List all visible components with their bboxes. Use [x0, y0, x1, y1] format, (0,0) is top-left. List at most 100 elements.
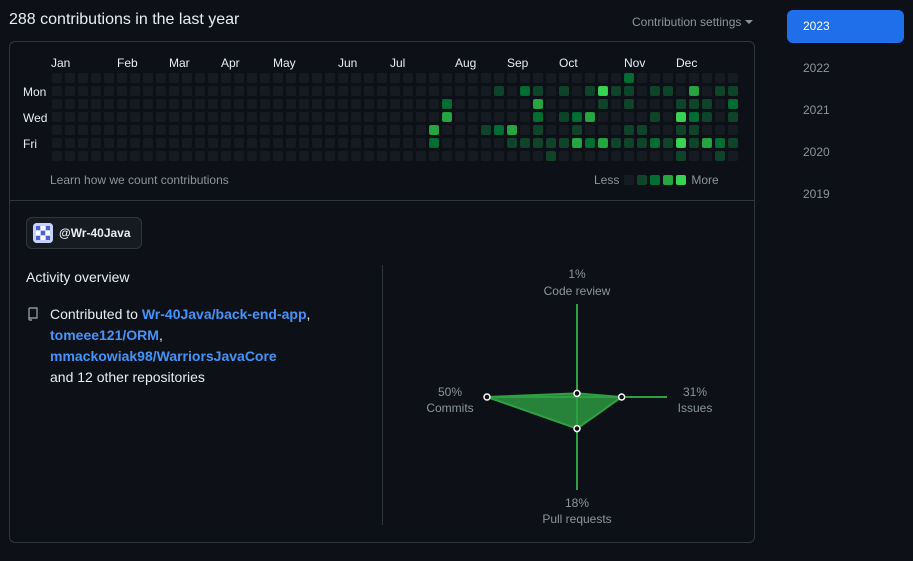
- contribution-day[interactable]: [533, 86, 543, 96]
- contribution-day[interactable]: [598, 151, 608, 161]
- contribution-day[interactable]: [65, 151, 75, 161]
- contribution-day[interactable]: [221, 99, 231, 109]
- contribution-day[interactable]: [195, 125, 205, 135]
- contribution-day[interactable]: [546, 125, 556, 135]
- contribution-day[interactable]: [143, 151, 153, 161]
- contribution-day[interactable]: [390, 86, 400, 96]
- contribution-day[interactable]: [624, 151, 634, 161]
- contribution-day[interactable]: [117, 125, 127, 135]
- contribution-day[interactable]: [377, 112, 387, 122]
- contribution-day[interactable]: [637, 125, 647, 135]
- contribution-day[interactable]: [182, 73, 192, 83]
- contribution-day[interactable]: [442, 86, 452, 96]
- contribution-day[interactable]: [377, 73, 387, 83]
- contribution-day[interactable]: [442, 99, 452, 109]
- contribution-day[interactable]: [260, 99, 270, 109]
- contribution-day[interactable]: [78, 99, 88, 109]
- contribution-day[interactable]: [416, 151, 426, 161]
- contribution-day[interactable]: [273, 125, 283, 135]
- contribution-day[interactable]: [624, 73, 634, 83]
- contribution-day[interactable]: [182, 86, 192, 96]
- contribution-day[interactable]: [234, 86, 244, 96]
- repo-link-orm[interactable]: tomeee121/ORM: [50, 327, 159, 343]
- contribution-day[interactable]: [663, 125, 673, 135]
- contribution-day[interactable]: [130, 112, 140, 122]
- contribution-day[interactable]: [117, 99, 127, 109]
- contribution-day[interactable]: [650, 86, 660, 96]
- year-link-2019[interactable]: 2019: [803, 187, 830, 201]
- contribution-day[interactable]: [689, 125, 699, 135]
- contribution-day[interactable]: [689, 73, 699, 83]
- contribution-day[interactable]: [442, 73, 452, 83]
- contribution-day[interactable]: [52, 73, 62, 83]
- contribution-day[interactable]: [377, 125, 387, 135]
- contribution-day[interactable]: [494, 99, 504, 109]
- contribution-day[interactable]: [507, 112, 517, 122]
- contribution-day[interactable]: [676, 86, 686, 96]
- contribution-day[interactable]: [559, 86, 569, 96]
- contribution-day[interactable]: [208, 112, 218, 122]
- contribution-day[interactable]: [91, 151, 101, 161]
- contribution-day[interactable]: [364, 125, 374, 135]
- contribution-day[interactable]: [390, 112, 400, 122]
- contribution-day[interactable]: [338, 99, 348, 109]
- contribution-day[interactable]: [169, 112, 179, 122]
- contribution-day[interactable]: [572, 99, 582, 109]
- contribution-day[interactable]: [195, 86, 205, 96]
- contribution-day[interactable]: [377, 99, 387, 109]
- contribution-day[interactable]: [546, 86, 556, 96]
- contribution-day[interactable]: [325, 112, 335, 122]
- contribution-day[interactable]: [78, 112, 88, 122]
- contribution-day[interactable]: [117, 151, 127, 161]
- contribution-day[interactable]: [715, 151, 725, 161]
- contribution-day[interactable]: [299, 125, 309, 135]
- contribution-day[interactable]: [611, 86, 621, 96]
- contribution-day[interactable]: [468, 99, 478, 109]
- contribution-day[interactable]: [403, 138, 413, 148]
- contribution-day[interactable]: [507, 125, 517, 135]
- contribution-day[interactable]: [455, 112, 465, 122]
- contribution-day[interactable]: [104, 73, 114, 83]
- contribution-day[interactable]: [273, 99, 283, 109]
- contribution-day[interactable]: [585, 125, 595, 135]
- contribution-day[interactable]: [208, 138, 218, 148]
- contribution-day[interactable]: [520, 73, 530, 83]
- contribution-day[interactable]: [507, 99, 517, 109]
- contribution-day[interactable]: [624, 112, 634, 122]
- contribution-day[interactable]: [52, 112, 62, 122]
- contribution-day[interactable]: [637, 138, 647, 148]
- contribution-day[interactable]: [624, 86, 634, 96]
- contribution-day[interactable]: [689, 138, 699, 148]
- contribution-day[interactable]: [195, 73, 205, 83]
- contribution-day[interactable]: [169, 99, 179, 109]
- contribution-day[interactable]: [689, 99, 699, 109]
- contribution-day[interactable]: [156, 138, 166, 148]
- contribution-day[interactable]: [715, 125, 725, 135]
- contribution-day[interactable]: [390, 73, 400, 83]
- contribution-day[interactable]: [143, 86, 153, 96]
- contribution-day[interactable]: [702, 138, 712, 148]
- contribution-day[interactable]: [143, 73, 153, 83]
- contribution-day[interactable]: [429, 86, 439, 96]
- contribution-day[interactable]: [429, 151, 439, 161]
- contribution-day[interactable]: [286, 99, 296, 109]
- contribution-day[interactable]: [208, 125, 218, 135]
- contribution-day[interactable]: [182, 138, 192, 148]
- contribution-day[interactable]: [273, 112, 283, 122]
- contribution-day[interactable]: [52, 151, 62, 161]
- contribution-day[interactable]: [208, 73, 218, 83]
- contribution-day[interactable]: [299, 151, 309, 161]
- contribution-day[interactable]: [572, 151, 582, 161]
- contribution-day[interactable]: [338, 151, 348, 161]
- contribution-day[interactable]: [130, 86, 140, 96]
- contribution-day[interactable]: [247, 112, 257, 122]
- contribution-day[interactable]: [481, 112, 491, 122]
- contribution-day[interactable]: [559, 99, 569, 109]
- contribution-day[interactable]: [338, 138, 348, 148]
- contribution-day[interactable]: [338, 125, 348, 135]
- contribution-day[interactable]: [624, 125, 634, 135]
- contribution-day[interactable]: [598, 99, 608, 109]
- contribution-day[interactable]: [286, 125, 296, 135]
- contribution-day[interactable]: [403, 73, 413, 83]
- contribution-day[interactable]: [299, 138, 309, 148]
